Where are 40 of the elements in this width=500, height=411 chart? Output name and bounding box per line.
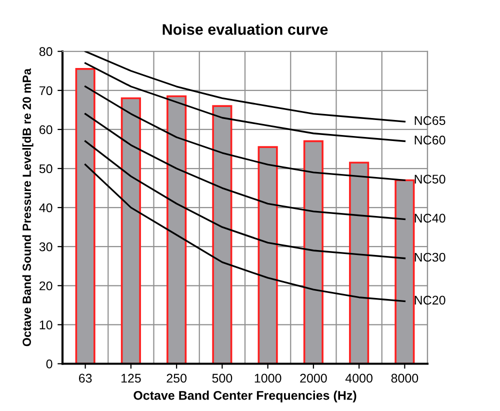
series-label: NC30 [414,252,446,262]
x-tick-label: 250 [166,374,186,383]
x-tick-label: 4000 [345,374,372,383]
y-tick-label: 80 [39,47,52,56]
line-series [84,113,406,220]
x-tick-label: 2000 [300,374,327,383]
series-label: NC40 [414,214,446,223]
bar [120,97,141,364]
y-tick-label: 30 [39,242,52,252]
chart-title: Noise evaluation curve [162,24,328,35]
bar [303,140,324,364]
y-tick-label: 60 [40,125,52,134]
x-tick-label: 1000 [254,374,282,383]
bar [394,179,415,364]
bar [166,95,187,364]
bar [212,105,232,364]
x-axis-title: Octave Band Center Frequencies (Hz) [134,390,356,402]
line-series [84,140,406,260]
y-tick-label: 0 [46,360,52,368]
y-tick-label: 70 [40,86,52,96]
x-tick-label: 125 [121,374,141,383]
bar [258,146,278,364]
y-tick-label: 10 [40,320,52,330]
y-tick-label: 50 [39,164,52,174]
series-label: NC50 [414,174,446,184]
x-tick-label: 63 [78,374,92,383]
line-series [84,164,406,302]
line-series [84,51,406,122]
series-label: NC60 [414,136,446,145]
line-series [84,86,406,182]
series-label: NC65 [414,116,446,126]
y-tick-label: 20 [40,281,52,290]
bar [75,68,96,364]
line-series [84,62,406,142]
bar [349,162,370,364]
y-tick-label: 40 [39,203,52,212]
x-tick-label: 8000 [391,374,418,383]
series-label: NC20 [414,296,446,305]
x-tick-label: 500 [212,374,232,383]
y-axis-title: Octave Band Sound Pressure Level[dB re 20 mPa [22,68,34,346]
